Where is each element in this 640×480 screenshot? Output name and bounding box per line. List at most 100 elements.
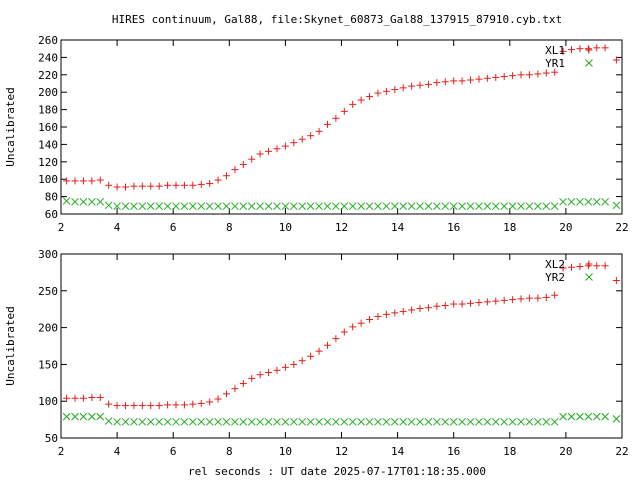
legend-marker: [585, 59, 593, 67]
data-point: [88, 197, 96, 206]
data-point: [559, 264, 567, 272]
data-point: [534, 70, 542, 78]
data-point: [315, 417, 323, 426]
data-point: [517, 295, 525, 303]
data-point: [492, 73, 500, 81]
data-point: [340, 417, 349, 426]
data-point: [63, 177, 71, 185]
x-tick-label: 14: [391, 221, 405, 234]
data-point: [567, 197, 576, 206]
data-point: [365, 202, 374, 211]
data-point: [180, 181, 188, 189]
data-point: [517, 71, 525, 79]
data-point: [306, 417, 315, 426]
y-tick-label: 160: [38, 121, 58, 134]
data-point: [273, 202, 281, 211]
data-point: [382, 417, 391, 426]
data-point: [559, 197, 567, 206]
data-point: [357, 417, 365, 426]
data-point: [197, 180, 205, 188]
data-point: [256, 417, 265, 426]
y-tick-label: 50: [45, 432, 58, 445]
data-point: [214, 202, 222, 211]
data-point: [113, 402, 121, 410]
data-point: [416, 202, 424, 211]
data-point: [239, 417, 248, 426]
x-tick-label: 10: [279, 221, 292, 234]
data-point: [475, 417, 483, 426]
data-point: [222, 202, 231, 211]
data-point: [172, 401, 180, 409]
x-tick-label: 4: [114, 445, 121, 458]
data-point: [256, 202, 265, 211]
data-point: [517, 202, 525, 211]
data-point: [365, 417, 374, 426]
data-point: [88, 394, 96, 402]
data-point: [307, 352, 315, 360]
data-point: [180, 401, 188, 409]
data-point: [163, 202, 172, 211]
data-point: [180, 202, 189, 211]
data-point: [382, 87, 390, 95]
data-point: [138, 182, 146, 190]
data-point: [281, 202, 290, 211]
top-panel: 60 80 100 120 140 160 180 200 220 240 260 2 4 6 8 10 12 1…: [4, 34, 629, 234]
data-point: [248, 155, 256, 163]
data-point: [509, 72, 517, 80]
data-point: [62, 197, 71, 205]
data-point: [475, 299, 483, 307]
y-tick-label: 80: [45, 191, 58, 204]
data-point: [130, 417, 138, 426]
data-point: [357, 319, 365, 327]
data-point: [568, 46, 576, 54]
data-point: [612, 276, 620, 284]
data-point: [592, 197, 601, 206]
legend-marker: [585, 46, 593, 54]
data-point: [332, 335, 340, 343]
data-point: [138, 417, 147, 426]
data-point: [180, 417, 189, 426]
x-tick-label: 18: [503, 445, 516, 458]
data-point: [612, 201, 621, 210]
data-point: [441, 202, 450, 211]
y-tick-label: 120: [38, 156, 58, 169]
data-point: [366, 316, 374, 324]
data-point: [214, 395, 222, 403]
data-point: [205, 417, 214, 426]
data-point: [433, 79, 441, 87]
data-point: [475, 202, 483, 211]
data-point: [433, 417, 441, 426]
data-point: [533, 417, 542, 426]
data-point: [323, 202, 332, 211]
y-tick-label: 300: [38, 248, 58, 261]
data-point: [147, 182, 155, 190]
data-point: [222, 417, 231, 426]
x-tick-label: 20: [559, 221, 572, 234]
data-point: [71, 197, 79, 206]
data-point: [500, 73, 508, 81]
data-point: [467, 299, 475, 307]
data-point: [399, 307, 407, 315]
data-point: [104, 417, 113, 425]
data-point: [612, 56, 620, 64]
x-tick-label: 22: [615, 221, 628, 234]
data-point: [172, 202, 180, 211]
data-point: [491, 202, 500, 211]
data-point: [164, 181, 172, 189]
y-tick-label: 140: [38, 138, 58, 151]
data-point: [449, 202, 458, 211]
data-point: [416, 417, 424, 426]
data-point: [273, 417, 281, 426]
data-point: [79, 197, 88, 206]
data-point: [374, 417, 382, 426]
data-point: [71, 394, 79, 402]
data-point: [71, 177, 79, 185]
data-point: [399, 417, 408, 426]
data-point: [593, 262, 601, 270]
data-point: [138, 402, 146, 410]
data-point: [551, 291, 559, 299]
data-point: [147, 402, 155, 410]
data-point: [248, 374, 256, 382]
data-point: [281, 417, 290, 426]
